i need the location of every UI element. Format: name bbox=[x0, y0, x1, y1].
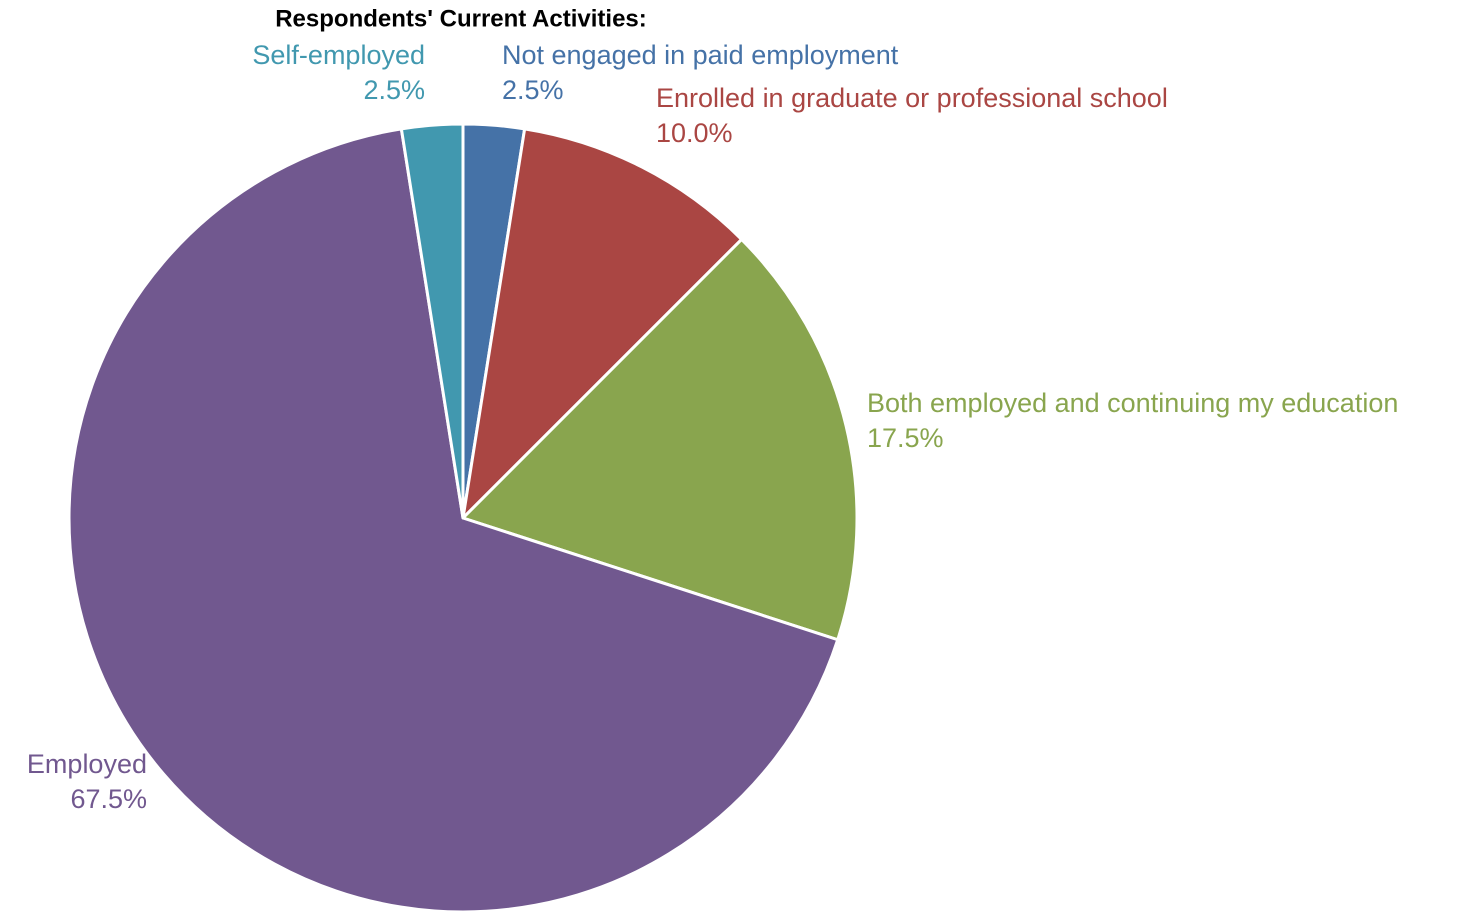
slice-label: Enrolled in graduate or professional sch… bbox=[656, 83, 1168, 113]
chart-title: Respondents' Current Activities: bbox=[275, 5, 647, 32]
slice-value-label: 2.5% bbox=[502, 75, 564, 105]
slice-label: Not engaged in paid employment bbox=[502, 40, 899, 70]
pie-slice bbox=[67, 127, 840, 912]
pie-slice bbox=[461, 127, 744, 520]
slice-label: Self-employed bbox=[252, 40, 425, 70]
slice-value-label: 2.5% bbox=[363, 75, 425, 105]
pie-slice bbox=[399, 122, 465, 520]
slice-value-label: 10.0% bbox=[656, 118, 733, 148]
pie-slice bbox=[461, 237, 859, 642]
slice-value-label: 67.5% bbox=[70, 784, 147, 814]
slice-label: Both employed and continuing my educatio… bbox=[867, 388, 1398, 418]
slice-label: Employed bbox=[27, 749, 147, 779]
slice-value-label: 17.5% bbox=[867, 423, 944, 453]
